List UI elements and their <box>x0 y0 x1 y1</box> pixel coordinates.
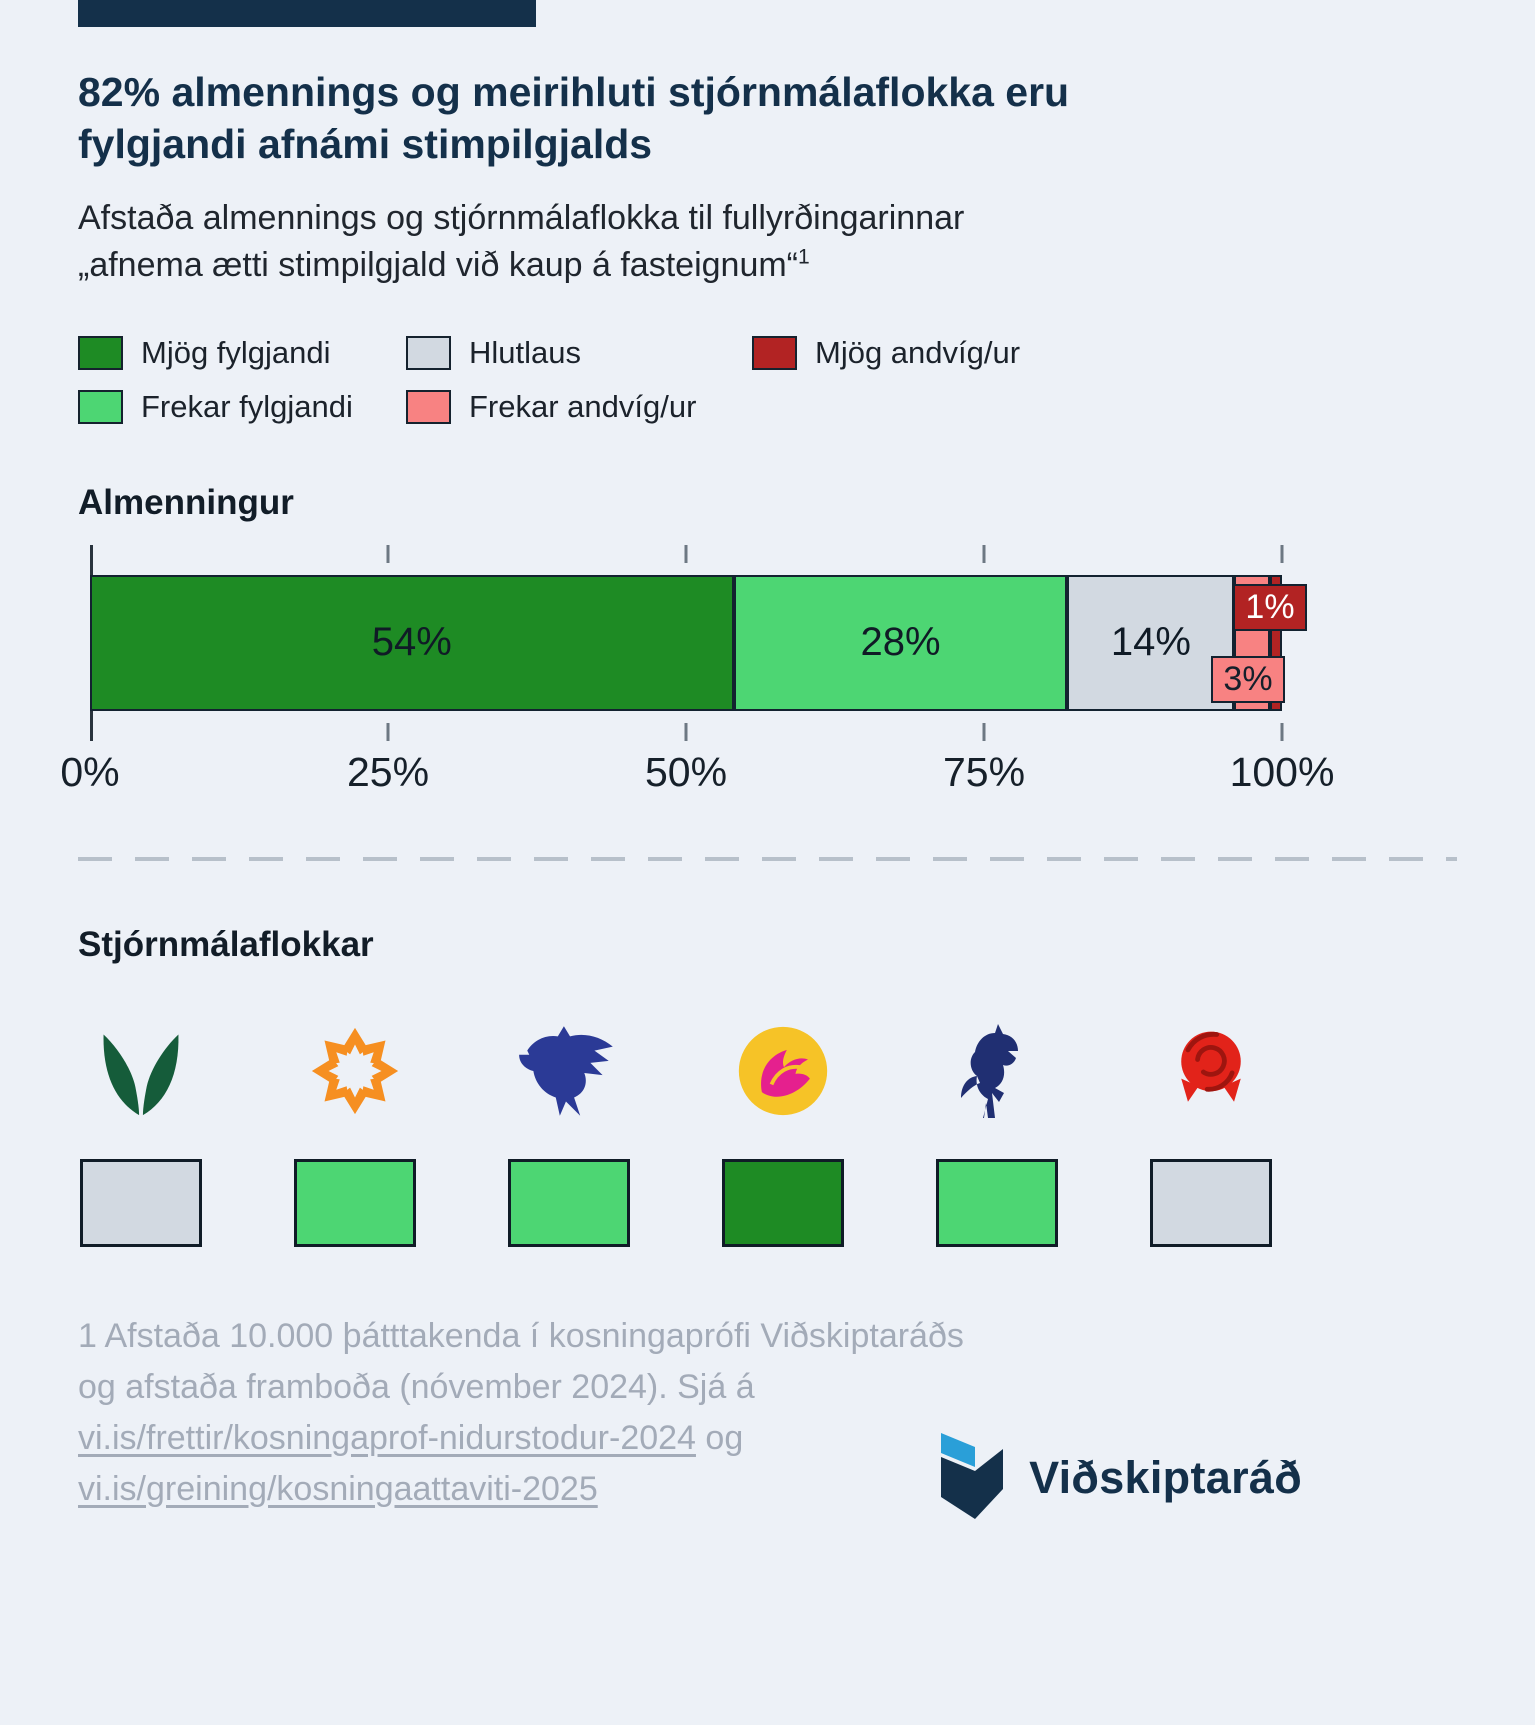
party-column-sjalfstaedisflokkur <box>506 1019 632 1247</box>
framsokn-logo-icon <box>93 1019 189 1123</box>
axis-tick <box>684 544 688 563</box>
bar-callout-bottom: 3% <box>1211 655 1285 703</box>
footnote-line: og afstaða framboða (nóvember 2024). Sjá… <box>78 1367 755 1406</box>
legend-swatch-icon <box>752 335 797 370</box>
party-stance-square <box>508 1158 630 1247</box>
legend-swatch-icon <box>406 335 451 370</box>
axis-tick <box>982 722 986 741</box>
axis-tick <box>386 722 390 741</box>
axis-tick <box>982 544 986 563</box>
party-column-vidreisn <box>292 1019 418 1247</box>
vidreisn-logo-icon <box>306 1019 404 1123</box>
dashed-divider <box>78 856 1457 861</box>
bar-segment: 28% <box>733 574 1068 711</box>
party-stance-square <box>294 1158 416 1247</box>
brand: Viðskiptaráð <box>935 1429 1302 1528</box>
x-axis-label: 25% <box>346 748 430 795</box>
chart: 54% 28% 14% 1% 3% 0% 25% 50% 75% 100% <box>60 544 1334 799</box>
legend-item: Mjög andvíg/ur <box>752 335 1457 371</box>
party-stance-square <box>1150 1158 1272 1247</box>
page-title-line: fylgjandi afnámi stimpilgjalds <box>78 121 653 168</box>
legend-swatch-icon <box>78 335 123 370</box>
flokkur-folksins-logo-icon <box>735 1019 831 1123</box>
legend-item: Frekar fylgjandi <box>78 389 406 425</box>
footnote-link-2[interactable]: vi.is/greining/kosningaattaviti-2025 <box>78 1469 598 1508</box>
party-stance-square <box>80 1158 202 1247</box>
x-axis-label: 75% <box>942 748 1026 795</box>
samfylking-logo-icon <box>1161 1019 1261 1123</box>
subtitle-text: „afnema ætti stimpilgjald við kaup á fas… <box>78 245 798 284</box>
party-column-midflokkur <box>934 1019 1060 1247</box>
x-axis-label: 0% <box>60 748 120 795</box>
legend-label: Frekar andvíg/ur <box>469 388 697 424</box>
legend-label: Frekar fylgjandi <box>141 388 353 424</box>
stacked-bar: 54% 28% 14% 1% 3% <box>90 574 1307 711</box>
bar-segment <box>1270 574 1282 711</box>
axis-tick <box>1280 544 1284 563</box>
axis-tick <box>684 722 688 741</box>
subtitle: Afstaða almennings og stjórnmálaflokka t… <box>78 195 1457 289</box>
legend: Mjög fylgjandi Hlutlaus Mjög andvíg/ur Frek… <box>78 335 1457 425</box>
legend-item: Mjög fylgjandi <box>78 335 406 371</box>
legend-swatch-icon <box>406 389 451 424</box>
legend-swatch-icon <box>78 389 123 424</box>
vidskiptarad-logo-icon <box>935 1429 1009 1528</box>
sjalfstaedisflokkur-logo-icon <box>513 1019 625 1123</box>
x-axis: 0% 25% 50% 75% 100% <box>60 743 1334 799</box>
page-title-line: 82% almennings og meirihluti stjórnmálaf… <box>78 69 1070 115</box>
party-column-samfylking <box>1148 1019 1274 1247</box>
footer: 1 Afstaða 10.000 þátttakenda í kosningap… <box>78 1311 1457 1611</box>
page-title: 82% almennings og meirihluti stjórnmálaf… <box>78 0 1457 171</box>
legend-item: Frekar andvíg/ur <box>406 389 752 425</box>
legend-label: Mjög andvíg/ur <box>815 334 1021 370</box>
party-stance-square <box>936 1158 1058 1247</box>
legend-label: Mjög fylgjandi <box>141 334 331 370</box>
chart-area: 54% 28% 14% 1% 3% <box>90 544 1307 741</box>
subtitle-line: Afstaða almennings og stjórnmálaflokka t… <box>78 198 965 237</box>
party-row <box>78 1019 1274 1247</box>
accent-bar <box>78 0 536 27</box>
bar-segment: 54% <box>90 574 734 711</box>
footnote-marker: 1 <box>798 245 810 269</box>
brand-name: Viðskiptaráð <box>1029 1452 1302 1504</box>
subtitle-line: „afnema ætti stimpilgjald við kaup á fas… <box>78 242 1457 289</box>
section-title-almenningur: Almenningur <box>78 482 294 522</box>
bar-segment: 14% <box>1067 574 1235 711</box>
party-stance-square <box>722 1158 844 1247</box>
footnote-link-1[interactable]: vi.is/frettir/kosningaprof-nidurstodur-2… <box>78 1418 696 1457</box>
party-column-flokkur-folksins <box>720 1019 846 1247</box>
legend-label: Hlutlaus <box>469 334 581 370</box>
footnote-text: og <box>695 1418 744 1457</box>
x-axis-label: 50% <box>644 748 728 795</box>
midflokkur-logo-icon <box>945 1019 1049 1123</box>
axis-tick <box>386 544 390 563</box>
party-column-framsokn <box>78 1019 204 1247</box>
footnote-line: 1 Afstaða 10.000 þátttakenda í kosningap… <box>78 1316 964 1355</box>
legend-item: Hlutlaus <box>406 335 752 371</box>
section-title-stjornmalaflokkar: Stjórnmálaflokkar <box>78 924 374 964</box>
footnote: 1 Afstaða 10.000 þátttakenda í kosningap… <box>78 1311 1457 1515</box>
footnote-line: vi.is/greining/kosningaattaviti-2025 <box>78 1464 1457 1515</box>
bar-callout-top: 1% <box>1233 583 1307 631</box>
x-axis-label: 100% <box>1229 748 1335 795</box>
axis-tick <box>1280 722 1284 741</box>
footnote-line: vi.is/frettir/kosningaprof-nidurstodur-2… <box>78 1413 1457 1464</box>
